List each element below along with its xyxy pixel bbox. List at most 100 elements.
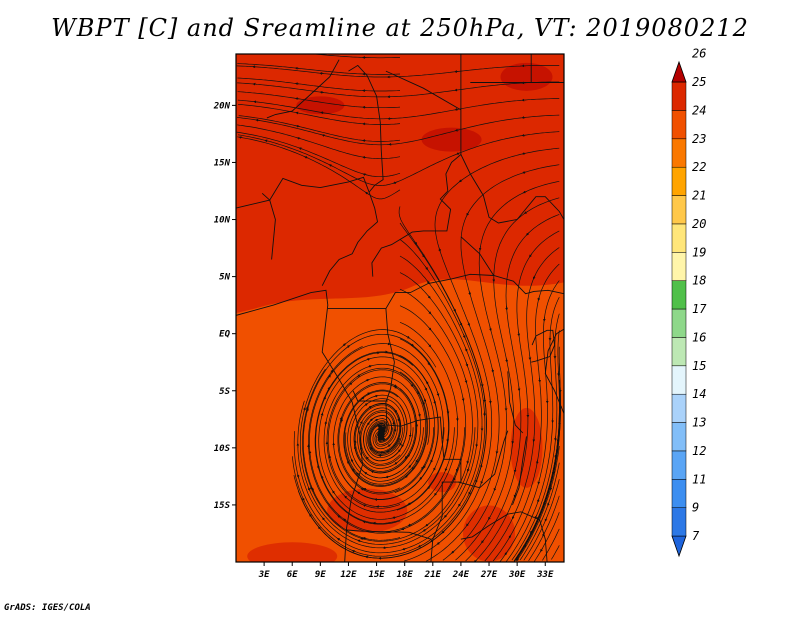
streamline-arrow — [408, 464, 412, 469]
wbpt-warm-patch — [463, 505, 516, 562]
y-tick-label-5S: 5S — [219, 387, 230, 397]
streamline-arrow — [296, 473, 300, 479]
streamline-arrow — [464, 378, 468, 384]
streamline-arrow — [364, 191, 369, 195]
streamline-arrow — [419, 476, 423, 481]
streamline-arrow — [322, 517, 326, 521]
streamline-arrow — [408, 432, 412, 438]
streamline-arrow — [438, 247, 441, 253]
streamline-20 — [474, 230, 560, 562]
streamline-arrow — [428, 326, 432, 331]
streamline-arrow — [428, 310, 432, 315]
streamline-arrow — [304, 156, 309, 159]
streamline-arrow — [530, 530, 533, 535]
streamline-arrow — [467, 321, 471, 327]
streamline-arrow — [317, 464, 320, 470]
streamline-arrow — [522, 170, 527, 174]
y-tick-label-10S: 10S — [214, 444, 231, 454]
y-tick-label-10N: 10N — [214, 216, 231, 226]
x-tick-label-27E: 27E — [480, 570, 498, 580]
streamline-arrow — [362, 504, 367, 507]
coastline-6 — [352, 390, 388, 402]
streamline-arrow — [348, 382, 353, 386]
streamline-arrow — [462, 333, 466, 339]
wbpt-warm-patch — [247, 542, 338, 562]
streamline-56 — [542, 528, 560, 561]
x-axis: 3E 6E 9E 12E 15E 18E 21E 24E 27E 30E 33E — [258, 562, 554, 580]
streamline-arrow — [508, 534, 512, 539]
streamline-arrow — [309, 513, 313, 518]
streamline-3 — [237, 63, 401, 75]
streamline-arrow — [353, 445, 357, 451]
streamline-arrow — [376, 424, 381, 428]
streamline-arrow — [489, 326, 492, 332]
streamline-arrow — [495, 449, 499, 455]
streamline-arrow — [398, 448, 402, 453]
streamline-arrow — [320, 412, 324, 418]
streamline-arrow — [342, 518, 347, 522]
streamline-arrow — [534, 514, 538, 520]
streamline-arrow — [328, 164, 333, 167]
coastline-13 — [371, 70, 462, 277]
streamline-arrow — [360, 396, 365, 400]
streamline-arrow — [365, 379, 370, 382]
streamline-arrow — [521, 152, 526, 155]
streamline-arrow — [526, 232, 530, 236]
colorbar-bin-low — [671, 535, 687, 558]
streamlines — [236, 54, 562, 562]
colorbar-bin-10 — [671, 252, 687, 281]
streamline-arrow — [458, 502, 461, 507]
coastline-10 — [261, 192, 276, 260]
streamline-arrow — [444, 466, 448, 472]
streamline-8 — [237, 131, 560, 186]
coastline-3 — [507, 371, 524, 434]
colorbar-bin-high — [671, 60, 687, 83]
streamline-arrow — [417, 544, 422, 548]
streamline-arrow — [468, 290, 471, 296]
streamline-arrow — [399, 441, 402, 446]
streamline-arrow — [387, 443, 392, 447]
streamline-arrow — [364, 403, 368, 407]
streamline-46 — [516, 446, 560, 561]
y-tick-label-20N: 20N — [213, 101, 231, 111]
streamline-arrow — [436, 541, 441, 545]
streamline-arrow — [357, 491, 361, 495]
streamline-arrow — [542, 532, 545, 537]
streamline-28 — [505, 297, 560, 562]
streamline-arrow — [466, 211, 470, 217]
streamline-arrow — [537, 479, 541, 485]
streamline-arrow — [537, 498, 540, 503]
streamline-arrow — [374, 419, 379, 422]
streamline-arrow — [340, 418, 343, 423]
streamline-arrow — [342, 343, 347, 347]
colorbar-label-23: 23 — [692, 132, 706, 146]
streamline-arrow — [436, 391, 440, 397]
streamline-arrow — [461, 396, 465, 402]
colorbar-bin-2 — [671, 479, 687, 508]
streamline-arrow — [356, 374, 361, 378]
colorbar-label-25: 25 — [692, 75, 706, 89]
streamline-arrow — [468, 490, 472, 495]
streamline-arrow — [404, 474, 409, 478]
colorbar-bin-13 — [671, 166, 687, 196]
coastline-0 — [236, 289, 363, 562]
streamline-48 — [519, 462, 560, 561]
y-tick-label-5N: 5N — [219, 273, 230, 283]
streamline-arrow — [418, 412, 421, 418]
x-tick-label-12E: 12E — [340, 570, 357, 580]
streamline-arrow — [347, 460, 350, 465]
y-tick-label-15S: 15S — [214, 501, 231, 511]
streamline-arrow — [346, 345, 351, 349]
streamline-arrow — [356, 472, 360, 476]
streamline-arrow — [366, 358, 371, 361]
coastline-20 — [266, 59, 340, 119]
coastline-15 — [460, 154, 564, 224]
streamline-arrow — [401, 527, 406, 531]
streamline-arrow — [427, 361, 431, 366]
streamline-arrow — [324, 420, 328, 426]
streamline-36 — [516, 363, 561, 560]
streamline-15 — [236, 131, 401, 178]
streamline-arrow — [410, 383, 414, 388]
colorbar-label-17: 17 — [692, 302, 707, 316]
